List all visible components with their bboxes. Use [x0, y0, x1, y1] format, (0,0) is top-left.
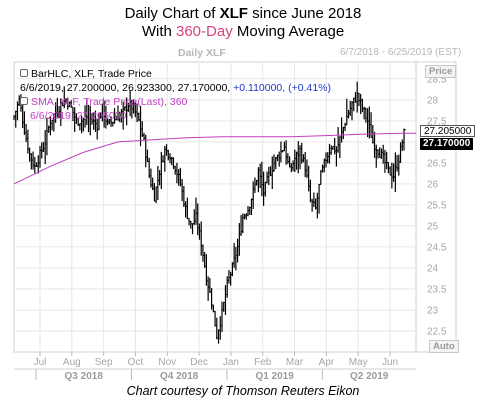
- title-suffix: since June 2018: [247, 5, 362, 22]
- price-bars: [13, 81, 406, 344]
- x-month-label: Apr: [319, 357, 335, 368]
- price-bar: [318, 183, 321, 214]
- x-quarter-label: Q3 2018: [65, 371, 104, 382]
- legend-bar-change: +0.110000, (+0.41%): [233, 82, 332, 94]
- x-month-label: Nov: [158, 357, 176, 368]
- x-month-label: Feb: [254, 357, 272, 368]
- legend-bar-series[interactable]: BarHLC, XLF, Trade Price: [20, 68, 152, 80]
- price-bar: [403, 128, 406, 151]
- chart-title-line-1: Daily Chart of XLF since June 2018: [0, 4, 486, 23]
- x-quarter-label: Q4 2018: [160, 371, 199, 382]
- y-tick-label: 22.5: [427, 326, 447, 337]
- legend-sma-name: SMA, XLF, Trade Price(Last), 360: [31, 96, 188, 108]
- y-tick-label: 28: [427, 95, 439, 106]
- last-price-tag: 27.170000: [420, 138, 474, 150]
- sma-series-icon: [20, 97, 28, 105]
- x-month-label: Jul: [34, 357, 47, 368]
- y-tick-label: 23: [427, 305, 439, 316]
- x-month-label: Aug: [63, 357, 81, 368]
- x-month-label: Mar: [286, 357, 304, 368]
- chart-date-range: 6/7/2018 - 6/25/2019 (EST): [340, 47, 462, 58]
- chart-credit: Chart courtesy of Thomson Reuters Eikon: [126, 384, 360, 398]
- title2-prefix: With: [141, 23, 176, 40]
- x-month-label: Sep: [95, 357, 113, 368]
- y-tick-label: 25: [427, 221, 439, 232]
- x-quarter-label: Q2 2019: [350, 371, 389, 382]
- chart-title-line-2: With 360-Day Moving Average: [0, 22, 486, 41]
- y-tick-label: 25.5: [427, 200, 447, 211]
- price-bar: [191, 223, 195, 235]
- legend-sma-series[interactable]: SMA, XLF, Trade Price(Last), 360: [20, 96, 187, 108]
- chart-symbol-label: Daily XLF: [178, 47, 226, 59]
- sma-price-tag: 27.205000: [420, 125, 476, 137]
- x-month-label: Jan: [223, 357, 239, 368]
- title2-suffix: Moving Average: [232, 23, 345, 40]
- x-month-label: Oct: [128, 357, 144, 368]
- legend-bar-name: BarHLC, XLF, Trade Price: [31, 68, 152, 80]
- title2-accent: 360-Day: [176, 23, 233, 40]
- x-month-label: Jun: [382, 357, 398, 368]
- legend-bar-values: 6/6/2019, 27.200000, 26.923300, 27.17000…: [20, 82, 331, 94]
- y-tick-label: 23.5: [427, 284, 447, 295]
- y-tick-label: 24.5: [427, 242, 447, 253]
- y-tick-label: 26.5: [427, 158, 447, 169]
- y-tick-label: 27.5: [427, 116, 447, 127]
- price-axis-button[interactable]: Price: [425, 65, 457, 78]
- price-bar: [46, 117, 49, 156]
- auto-scale-button[interactable]: Auto: [429, 340, 459, 353]
- x-month-label: Dec: [190, 357, 208, 368]
- plot-frame: [13, 61, 457, 353]
- y-tick-label: 26: [427, 179, 439, 190]
- x-axis: Jul Aug Sep Oct Nov Dec Jan Feb Mar Apr May Jun Q3 2…: [14, 352, 416, 382]
- bar-series-icon: [20, 69, 28, 77]
- legend-bar-ohlc: 6/6/2019, 27.200000, 26.923300, 27.17000…: [20, 82, 234, 94]
- y-tick-label: 24: [427, 263, 439, 274]
- x-quarter-label: Q1 2019: [255, 371, 294, 382]
- price-bar: [186, 197, 190, 220]
- y-tick-label: 28.5: [427, 74, 447, 85]
- legend-sma-values: 6/6/2019, 27.205000: [30, 110, 127, 122]
- x-month-label: May: [349, 357, 368, 368]
- title-prefix: Daily Chart of: [124, 5, 220, 22]
- sma-360-line: [13, 132, 416, 185]
- title-symbol: XLF: [219, 5, 248, 22]
